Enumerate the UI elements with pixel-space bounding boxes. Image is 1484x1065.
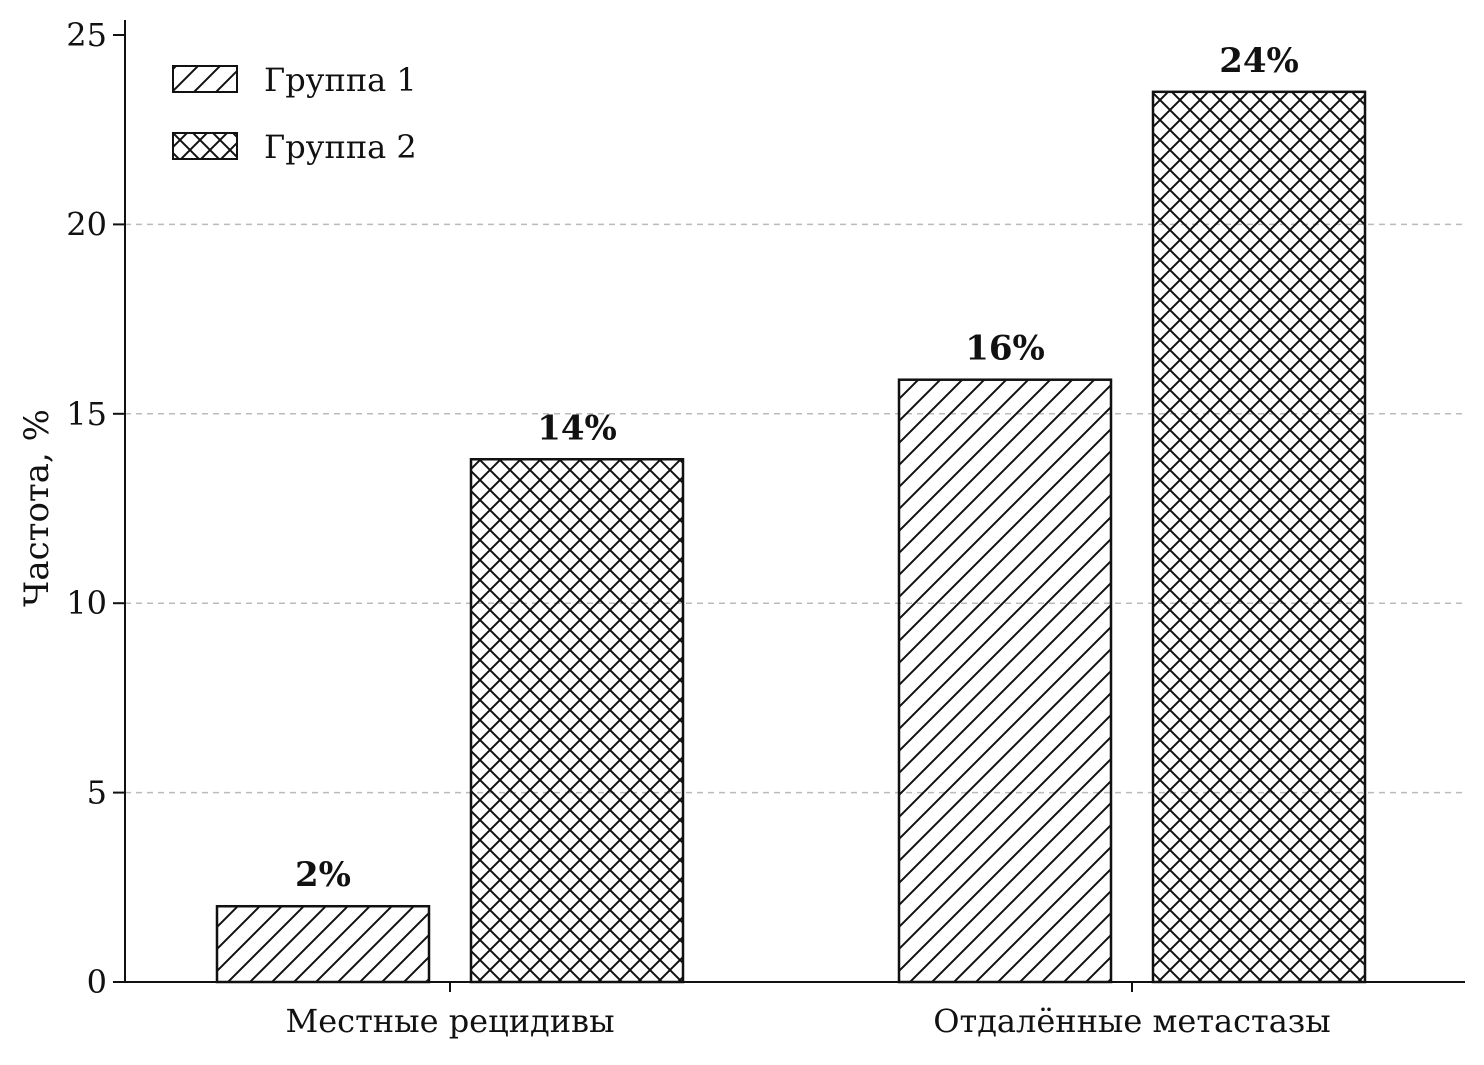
bar bbox=[897, 378, 1113, 984]
legend: Группа 1 Группа 2 bbox=[172, 61, 417, 166]
y-tick-label: 5 bbox=[87, 774, 107, 812]
legend-label-group-1: Группа 1 bbox=[264, 61, 417, 99]
axes: 0 5 10 15 20 25 Местные рецидивы Отдалённые мет… bbox=[66, 16, 1465, 1040]
data-label: 2% bbox=[295, 855, 351, 895]
data-labels: 2% 14% 16% 24% bbox=[295, 41, 1299, 895]
bar bbox=[215, 904, 431, 984]
y-tick-label: 0 bbox=[87, 963, 107, 1001]
data-label: 16% bbox=[965, 329, 1045, 369]
bar bbox=[1151, 90, 1367, 984]
legend-swatch-group-1 bbox=[172, 65, 238, 93]
bar bbox=[469, 458, 685, 984]
data-label: 24% bbox=[1219, 41, 1299, 81]
legend-label-group-2: Группа 2 bbox=[264, 128, 417, 166]
legend-swatch-group-2 bbox=[172, 132, 238, 160]
y-tick-label: 20 bbox=[66, 205, 107, 243]
bars bbox=[215, 90, 1367, 984]
data-label: 14% bbox=[537, 408, 617, 448]
y-tick-label: 15 bbox=[66, 395, 107, 433]
x-tick-label: Местные рецидивы bbox=[285, 1002, 614, 1040]
x-tick-label: Отдалённые метастазы bbox=[933, 1002, 1330, 1040]
y-axis-label: Частота, % bbox=[17, 409, 57, 607]
y-tick-label: 10 bbox=[66, 584, 107, 622]
y-tick-label: 25 bbox=[66, 16, 107, 54]
